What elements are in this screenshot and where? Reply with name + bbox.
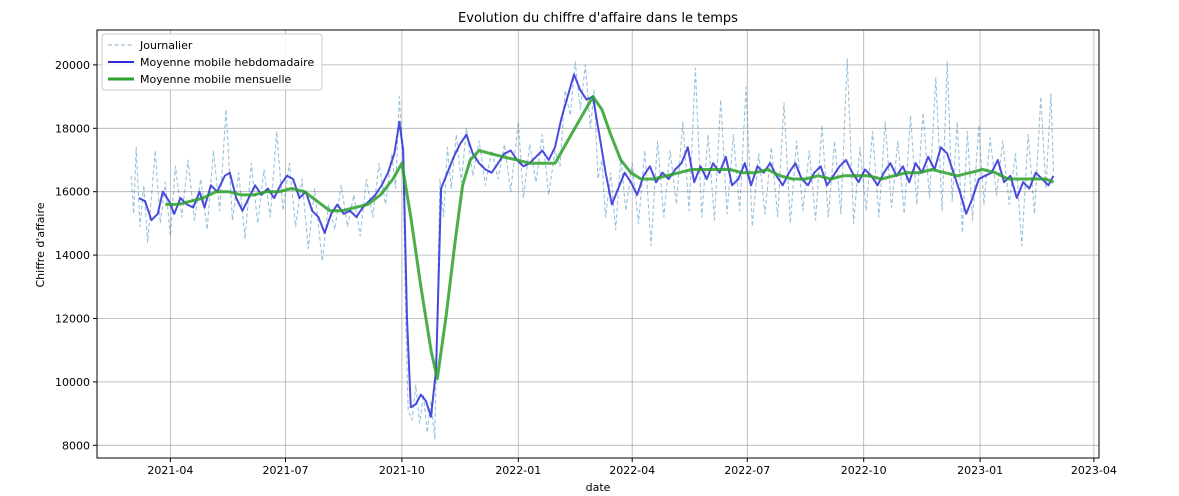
y-tick-label: 14000: [55, 249, 90, 262]
y-tick-label: 10000: [55, 376, 90, 389]
x-tick-label: 2022-10: [841, 464, 887, 477]
x-tick-label: 2022-01: [495, 464, 541, 477]
y-axis-label: Chiffre d'affaire: [34, 202, 47, 287]
x-tick-label: 2021-07: [263, 464, 309, 477]
x-tick-label: 2023-01: [957, 464, 1003, 477]
x-tick-label: 2023-04: [1071, 464, 1117, 477]
y-tick-label: 20000: [55, 59, 90, 72]
legend-label-hebdomadaire: Moyenne mobile hebdomadaire: [140, 56, 314, 69]
legend: Journalier Moyenne mobile hebdomadaire M…: [101, 33, 323, 91]
legend-label-journalier: Journalier: [139, 39, 193, 52]
y-tick-label: 12000: [55, 313, 90, 326]
x-tick-label: 2021-10: [379, 464, 425, 477]
x-axis-label: date: [586, 481, 611, 494]
x-tick-label: 2022-04: [609, 464, 655, 477]
series-lines: [130, 57, 1055, 440]
legend-label-mensuelle: Moyenne mobile mensuelle: [140, 73, 292, 86]
axis-ticks: 2021-04 2021-07 2021-10 2022-01 2022-04 2022-…: [55, 59, 1117, 477]
x-tick-label: 2021-04: [147, 464, 193, 477]
chart-title: Evolution du chiffre d'affaire dans le t…: [458, 11, 738, 26]
x-tick-label: 2022-07: [724, 464, 770, 477]
series-line-mensuelle: [165, 95, 1055, 381]
series-line-hebdomadaire: [138, 73, 1055, 418]
y-tick-label: 16000: [55, 186, 90, 199]
y-tick-label: 8000: [62, 439, 90, 452]
y-tick-label: 18000: [55, 122, 90, 135]
legend-box: [101, 33, 323, 91]
plot-frame: [96, 29, 1100, 459]
